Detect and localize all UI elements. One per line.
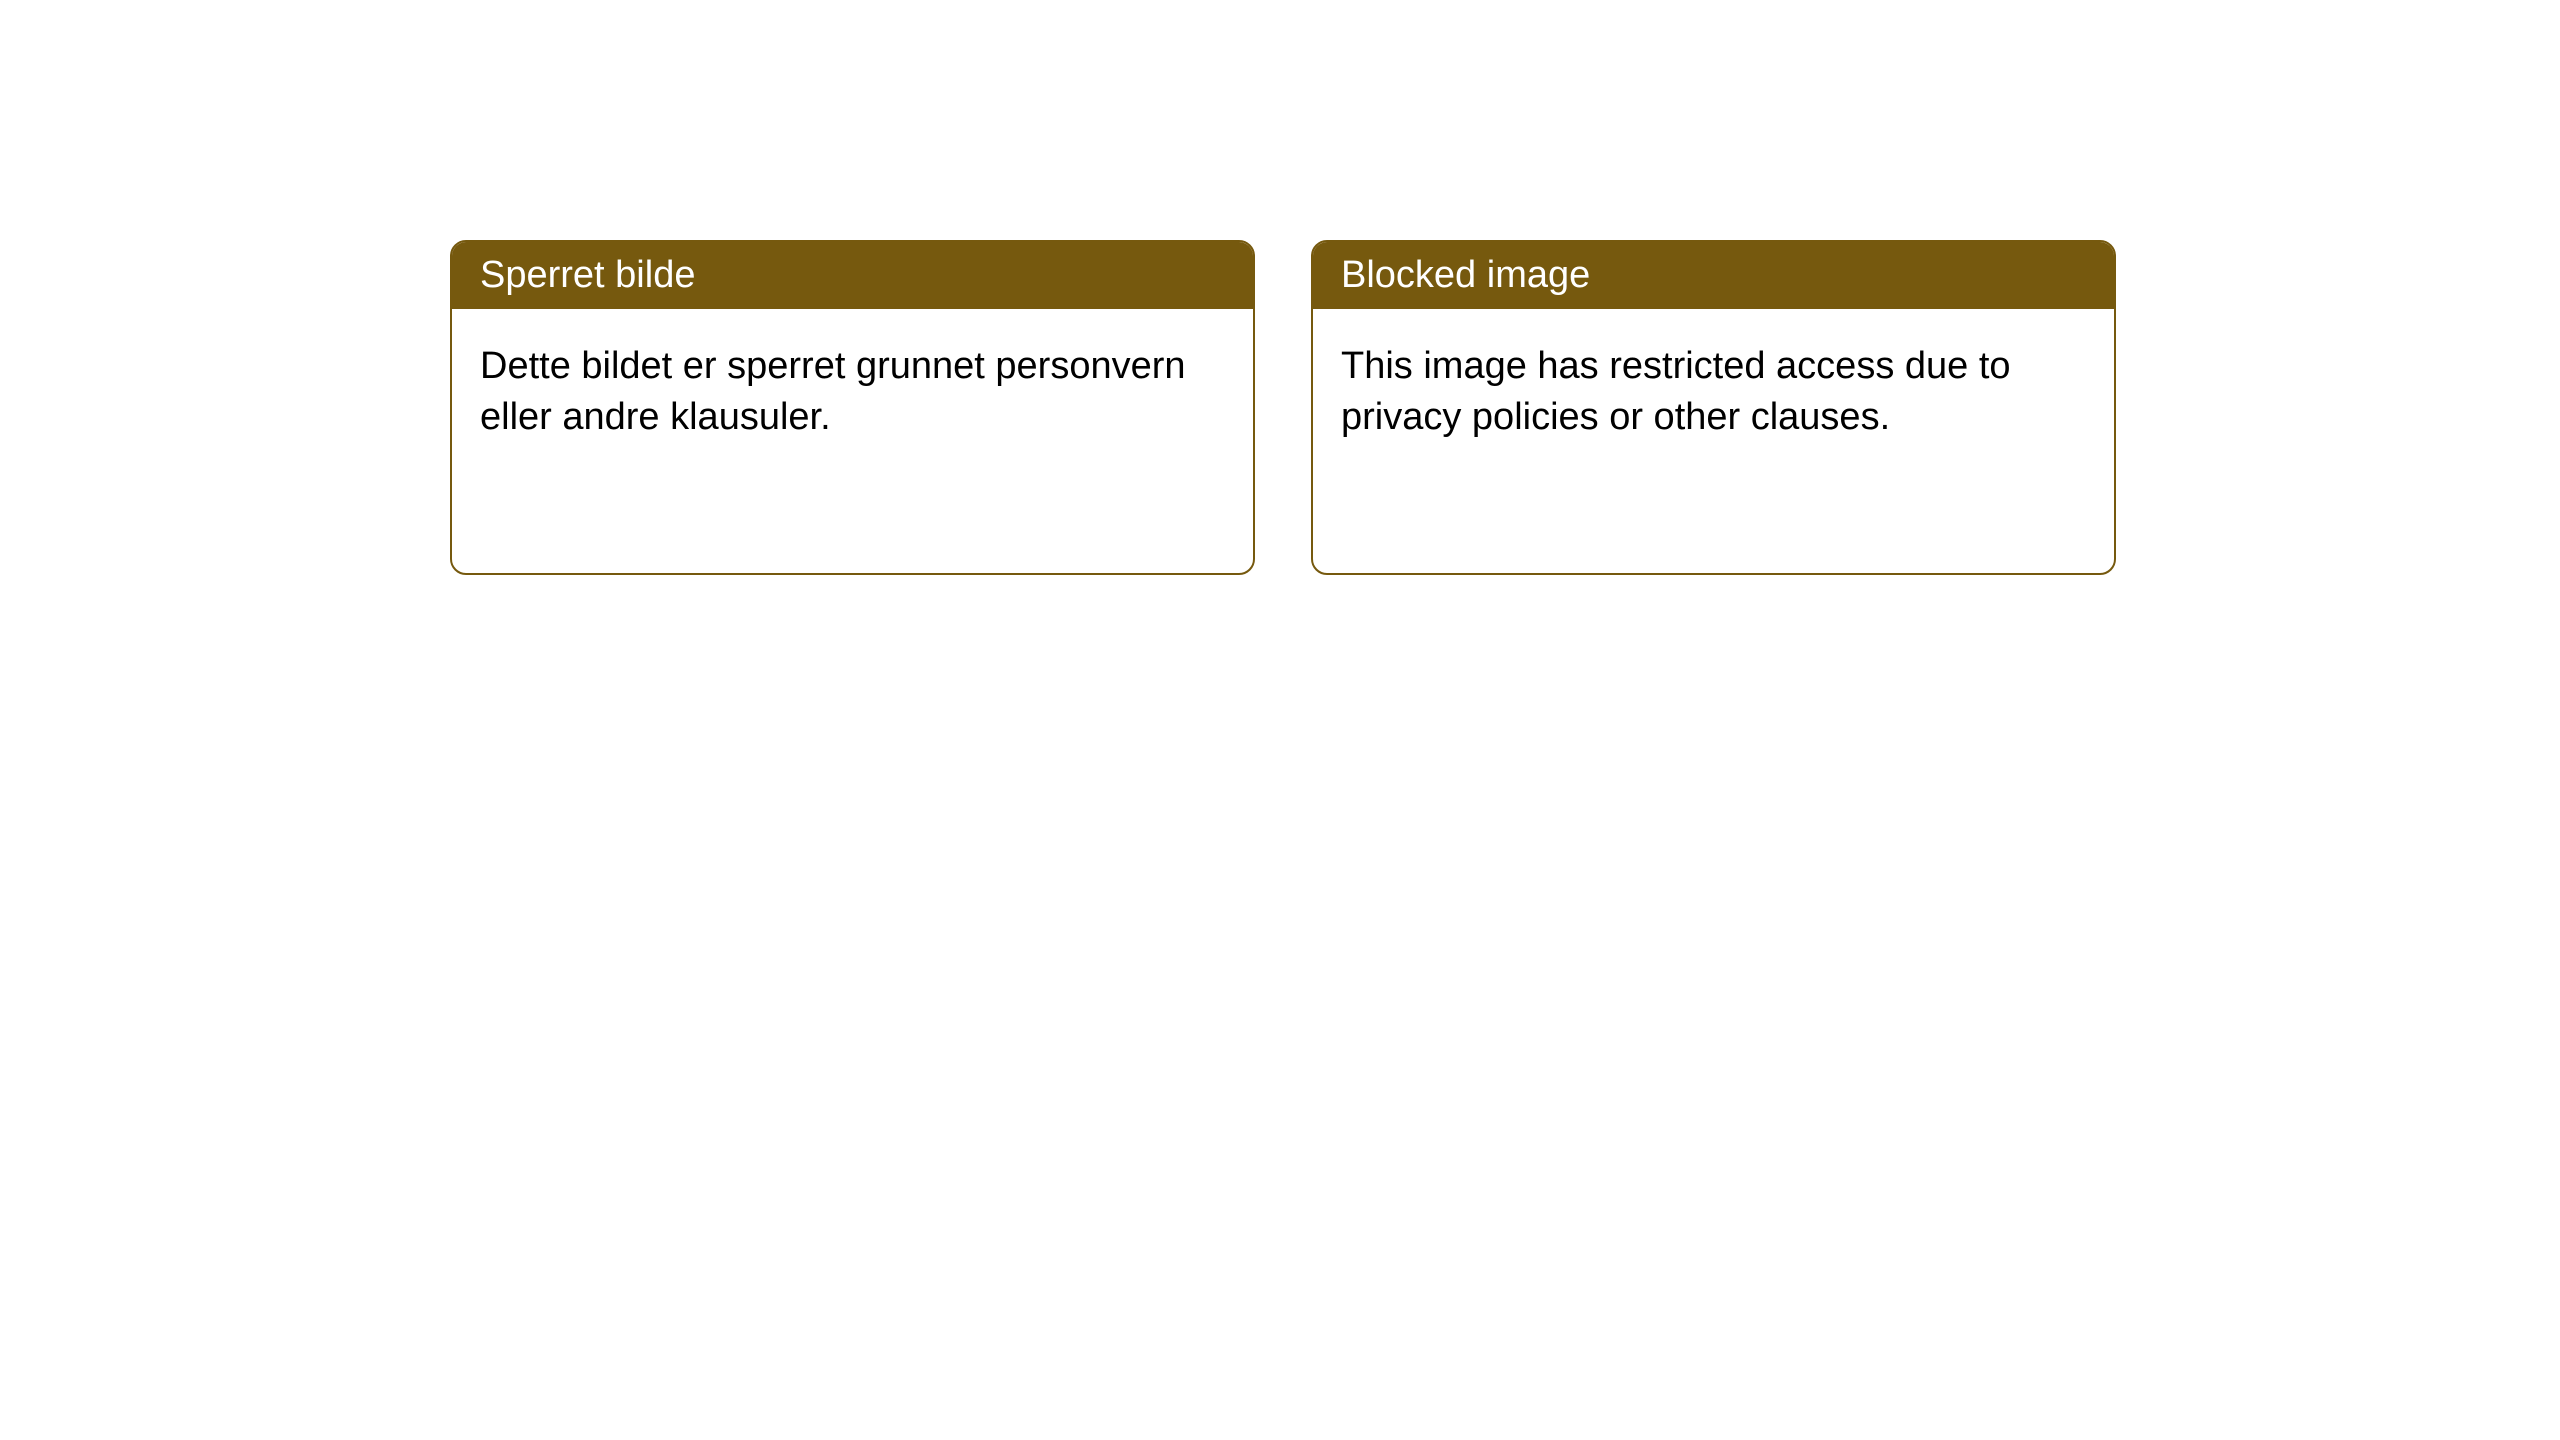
notice-card-english: Blocked image This image has restricted … (1311, 240, 2116, 575)
notice-card-body: Dette bildet er sperret grunnet personve… (452, 309, 1253, 476)
notice-card-title: Sperret bilde (480, 254, 695, 296)
notice-card-text: This image has restricted access due to … (1341, 345, 2011, 438)
notice-card-header: Blocked image (1313, 242, 2114, 309)
notice-card-norwegian: Sperret bilde Dette bildet er sperret gr… (450, 240, 1255, 575)
notice-card-body: This image has restricted access due to … (1313, 309, 2114, 476)
notice-card-text: Dette bildet er sperret grunnet personve… (480, 345, 1186, 438)
notice-cards-container: Sperret bilde Dette bildet er sperret gr… (0, 0, 2560, 575)
notice-card-header: Sperret bilde (452, 242, 1253, 309)
notice-card-title: Blocked image (1341, 254, 1590, 296)
